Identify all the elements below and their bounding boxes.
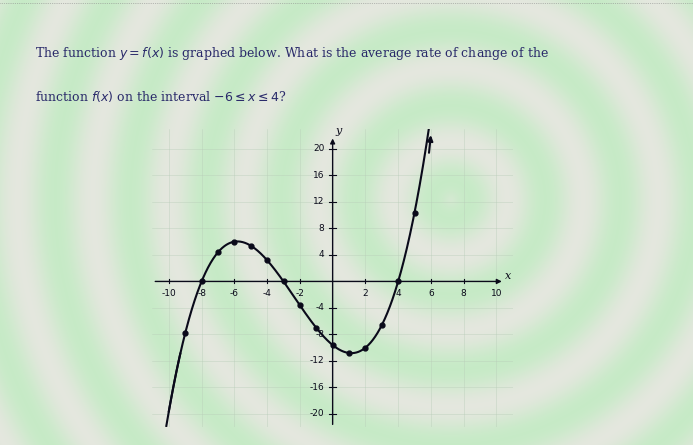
Text: 20: 20 (313, 145, 324, 154)
Text: -4: -4 (315, 303, 324, 312)
Text: -2: -2 (295, 289, 304, 299)
Text: 10: 10 (491, 289, 502, 299)
Text: -16: -16 (310, 383, 324, 392)
Text: 6: 6 (428, 289, 434, 299)
Text: -12: -12 (310, 356, 324, 365)
Text: 16: 16 (313, 171, 324, 180)
Text: 4: 4 (319, 251, 324, 259)
Text: -20: -20 (310, 409, 324, 418)
Text: 2: 2 (362, 289, 368, 299)
Text: 8: 8 (319, 224, 324, 233)
Text: function $f(x)$ on the interval $-6 \leq x \leq 4$?: function $f(x)$ on the interval $-6 \leq… (35, 89, 286, 104)
Text: 12: 12 (313, 198, 324, 206)
Text: -10: -10 (161, 289, 176, 299)
Text: 4: 4 (395, 289, 401, 299)
Text: -8: -8 (315, 330, 324, 339)
Text: x: x (505, 271, 511, 281)
Text: -8: -8 (197, 289, 206, 299)
Text: The function $y = f(x)$ is graphed below. What is the average rate of change of : The function $y = f(x)$ is graphed below… (35, 44, 548, 61)
Text: 8: 8 (461, 289, 466, 299)
Text: -6: -6 (230, 289, 239, 299)
Text: -4: -4 (263, 289, 272, 299)
Text: y: y (335, 126, 342, 136)
